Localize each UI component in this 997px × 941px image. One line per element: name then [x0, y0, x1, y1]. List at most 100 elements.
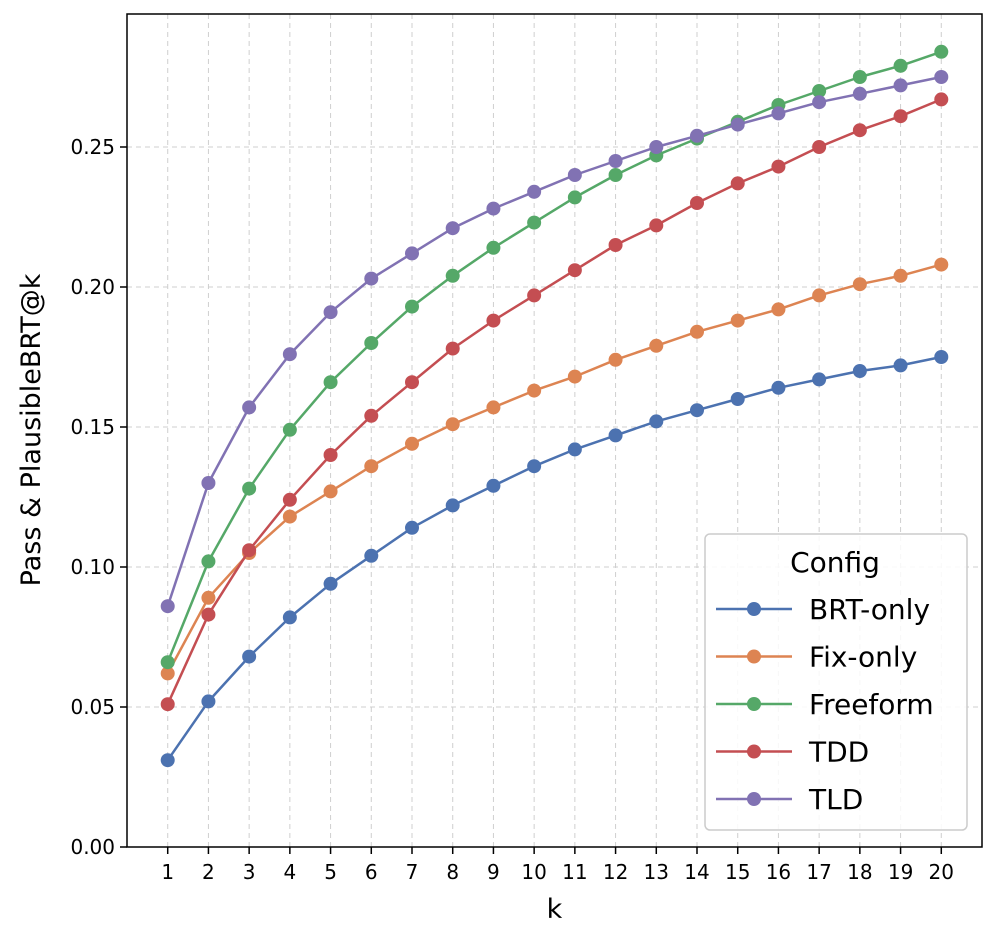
- data-point: [282, 509, 297, 524]
- series-tld: [160, 70, 949, 614]
- data-point: [812, 95, 827, 110]
- data-point: [445, 221, 460, 236]
- data-point: [323, 305, 338, 320]
- data-point: [771, 106, 786, 121]
- data-point: [852, 277, 867, 292]
- data-point: [405, 520, 419, 535]
- plot-frame: [126, 13, 983, 848]
- data-point: [852, 70, 867, 84]
- data-point: [527, 288, 542, 303]
- legend-title: Config: [790, 546, 880, 579]
- data-point: [934, 350, 949, 364]
- data-point: [812, 288, 827, 303]
- x-tick-label: 6: [365, 860, 378, 884]
- x-tick-label: 8: [446, 860, 459, 884]
- legend: Config BRT-only Fix-only Freeform TDD TLD: [704, 533, 968, 831]
- data-point: [527, 459, 542, 474]
- legend-label: Fix-only: [809, 641, 917, 674]
- data-point: [567, 369, 582, 384]
- legend-swatch-marker: [747, 697, 761, 711]
- x-tick-label: 15: [725, 860, 750, 884]
- y-tick-label: 0.10: [70, 555, 115, 579]
- data-point: [608, 238, 623, 252]
- x-tick-label: 2: [202, 860, 215, 884]
- data-point: [893, 268, 908, 283]
- data-point: [160, 753, 175, 768]
- y-tick-label: 0.00: [70, 835, 115, 859]
- data-point: [852, 364, 867, 378]
- data-point: [567, 263, 582, 278]
- x-tick-label: 3: [243, 860, 256, 884]
- data-point: [608, 168, 623, 182]
- data-point: [893, 109, 908, 124]
- data-point: [567, 168, 582, 182]
- x-tick-label: 20: [929, 860, 954, 884]
- data-point: [445, 417, 460, 432]
- data-point: [771, 159, 786, 174]
- data-point: [649, 140, 664, 154]
- data-point: [160, 697, 175, 712]
- data-point: [242, 649, 257, 664]
- data-point: [242, 400, 257, 415]
- data-point: [893, 58, 908, 73]
- data-point: [608, 428, 623, 443]
- data-point: [282, 492, 297, 507]
- axis-layer: 1 2 3 4 5 6 7 8 9 10 11 12 13 14 15 16 17 18 19 200.000.050…: [70, 135, 954, 884]
- data-point: [527, 215, 542, 230]
- legend-label: BRT-only: [809, 593, 930, 626]
- data-point: [690, 196, 704, 210]
- y-tick-label: 0.25: [70, 135, 115, 159]
- data-point: [323, 448, 338, 462]
- x-tick-label: 9: [487, 860, 500, 884]
- data-point: [282, 610, 297, 625]
- legend-label: TDD: [808, 736, 869, 769]
- legend-swatch-marker: [747, 792, 761, 806]
- legend-swatch-marker: [747, 649, 761, 664]
- legend-entry: Freeform: [716, 688, 934, 721]
- data-point: [934, 92, 949, 107]
- data-point: [852, 86, 867, 101]
- y-tick-label: 0.05: [70, 695, 115, 719]
- data-point: [445, 498, 460, 513]
- data-point: [527, 184, 542, 199]
- data-point: [405, 246, 419, 261]
- series-line: [166, 50, 942, 663]
- data-point: [405, 375, 419, 390]
- data-point: [730, 117, 745, 132]
- data-point: [364, 548, 379, 563]
- data-point: [812, 140, 827, 154]
- data-point: [242, 543, 257, 558]
- legend-swatch-marker: [747, 602, 761, 616]
- data-point: [323, 375, 338, 390]
- data-point: [690, 403, 704, 418]
- x-tick-label: 1: [161, 860, 174, 884]
- data-point: [201, 607, 216, 622]
- data-point: [567, 190, 582, 205]
- data-point: [405, 299, 419, 314]
- x-tick-label: 7: [406, 860, 419, 884]
- data-point: [364, 459, 379, 474]
- data-point: [771, 380, 786, 395]
- data-point: [893, 358, 908, 373]
- y-axis-title: Pass & PlausibleBRT@k: [16, 273, 47, 586]
- legend-label: TLD: [808, 783, 863, 816]
- data-point: [405, 436, 419, 451]
- legend-entry: TDD: [716, 736, 869, 769]
- data-point: [567, 442, 582, 457]
- data-point: [690, 128, 704, 143]
- series-tdd: [160, 92, 949, 712]
- x-tick-label: 14: [684, 860, 709, 884]
- data-point: [201, 554, 216, 569]
- data-point: [323, 576, 338, 591]
- x-tick-label: 17: [806, 860, 831, 884]
- data-point: [608, 352, 623, 367]
- legend-label: Freeform: [809, 688, 934, 721]
- data-point: [730, 176, 745, 191]
- x-tick-label: 12: [603, 860, 628, 884]
- data-point: [934, 70, 949, 84]
- x-tick-label: 5: [324, 860, 337, 884]
- data-point: [201, 694, 216, 709]
- data-point: [445, 341, 460, 356]
- y-tick-label: 0.15: [70, 415, 115, 439]
